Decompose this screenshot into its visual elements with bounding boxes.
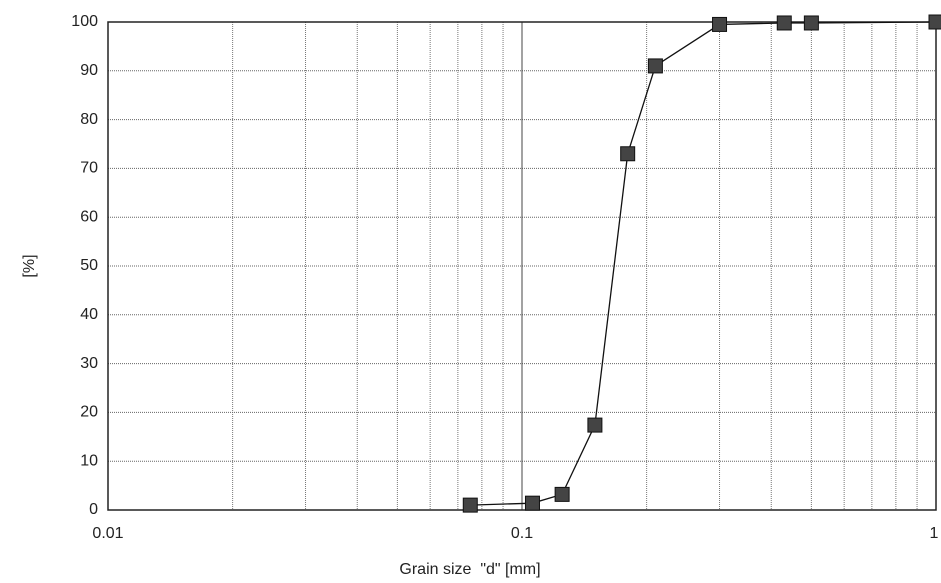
y-tick-label: 80 xyxy=(80,111,98,128)
data-point xyxy=(712,16,728,32)
data-point xyxy=(524,495,540,511)
data-point xyxy=(776,15,792,31)
x-axis-label: Grain size "d" [mm] xyxy=(399,561,540,578)
y-tick-label: 90 xyxy=(80,62,98,79)
y-tick-label: 70 xyxy=(80,160,98,177)
plot-frame xyxy=(107,21,937,511)
data-point xyxy=(803,15,819,31)
y-tick-label: 10 xyxy=(80,452,98,469)
y-tick-label: 50 xyxy=(80,257,98,274)
data-point xyxy=(928,14,941,30)
y-tick-label: 100 xyxy=(71,13,98,30)
x-tick-label: 0.01 xyxy=(92,525,123,542)
data-point xyxy=(587,417,603,433)
data-point xyxy=(554,486,570,502)
y-tick-label: 40 xyxy=(80,306,98,323)
y-axis-label: [%] xyxy=(21,254,38,277)
data-point xyxy=(620,146,636,162)
y-tick-label: 20 xyxy=(80,404,98,421)
y-tick-label: 0 xyxy=(89,501,98,518)
data-point xyxy=(647,58,663,74)
x-tick-label: 0.1 xyxy=(511,525,533,542)
series-line xyxy=(470,21,937,506)
data-point xyxy=(462,497,478,513)
y-tick-label: 30 xyxy=(80,355,98,372)
y-tick-label: 60 xyxy=(80,208,98,225)
x-tick-label: 1 xyxy=(930,525,939,542)
